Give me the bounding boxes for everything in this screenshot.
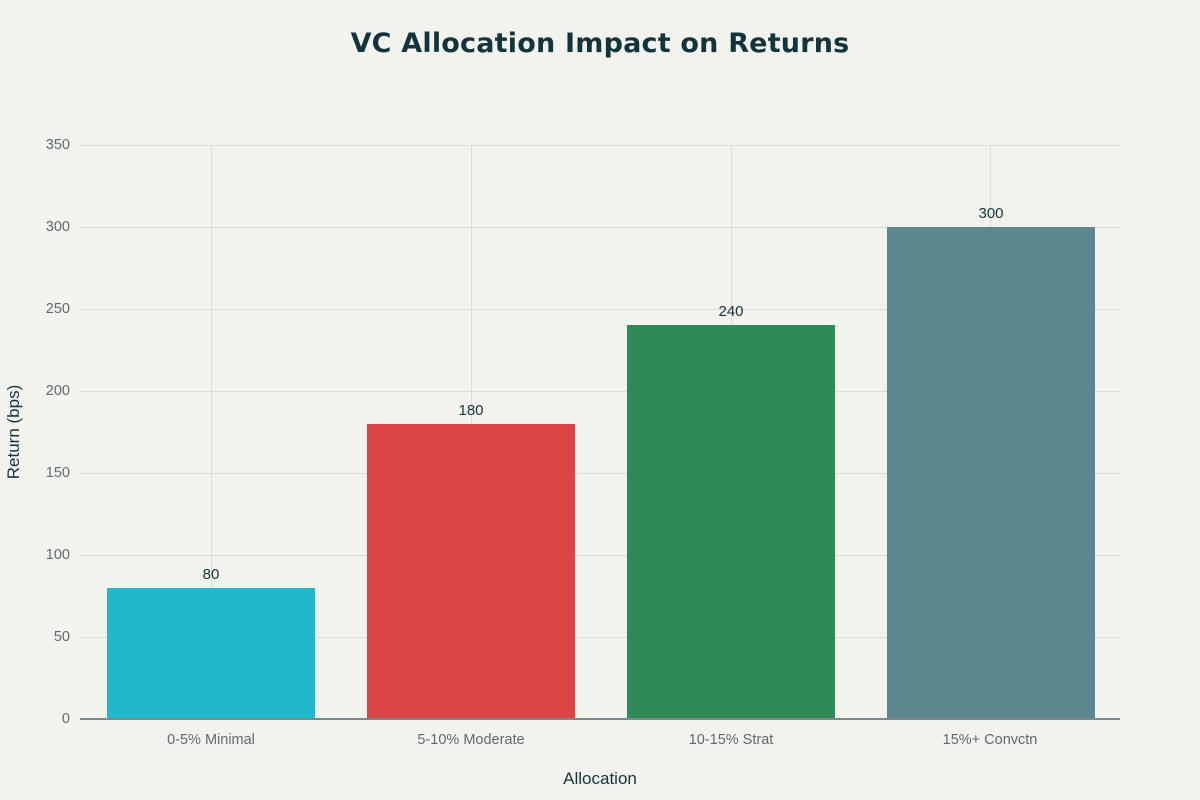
gridline-350 <box>80 145 1120 146</box>
y-tick-50: 50 <box>53 629 70 645</box>
x-tick-10-15-strat: 10-15% Strat <box>688 732 774 748</box>
gridline-50 <box>80 637 1120 638</box>
bar-5-10-moderate[interactable] <box>367 424 575 719</box>
plot-area: 80 180 240 300 <box>80 145 1120 720</box>
y-tick-100: 100 <box>45 547 70 563</box>
chart-title: VC Allocation Impact on Returns <box>350 28 850 59</box>
data-label-15-plus-convctn: 300 <box>978 205 1004 222</box>
gridline-250 <box>80 309 1120 310</box>
vgrid-1 <box>211 145 212 719</box>
gridline-200 <box>80 391 1120 392</box>
y-tick-200: 200 <box>45 383 70 399</box>
gridline-150 <box>80 473 1120 474</box>
bar-15-plus-convctn[interactable] <box>887 227 1095 719</box>
gridline-100 <box>80 555 1120 556</box>
y-tick-0: 0 <box>61 711 70 727</box>
bar-0-5-minimal[interactable] <box>107 588 315 719</box>
x-tick-0-5-minimal: 0-5% Minimal <box>167 732 255 748</box>
data-label-0-5-minimal: 80 <box>202 566 220 583</box>
x-tick-5-10-moderate: 5-10% Moderate <box>417 732 525 748</box>
y-tick-250: 250 <box>45 301 70 317</box>
x-axis-line <box>80 718 1120 720</box>
y-tick-150: 150 <box>45 465 70 481</box>
bar-10-15-strat[interactable] <box>627 325 835 719</box>
data-label-5-10-moderate: 180 <box>458 402 484 419</box>
y-tick-350: 350 <box>45 137 70 153</box>
data-label-10-15-strat: 240 <box>718 303 744 320</box>
gridline-300 <box>80 227 1120 228</box>
x-axis-label: Allocation <box>563 769 637 788</box>
y-tick-300: 300 <box>45 219 70 235</box>
x-tick-15-plus-convctn: 15%+ Convctn <box>942 732 1038 748</box>
